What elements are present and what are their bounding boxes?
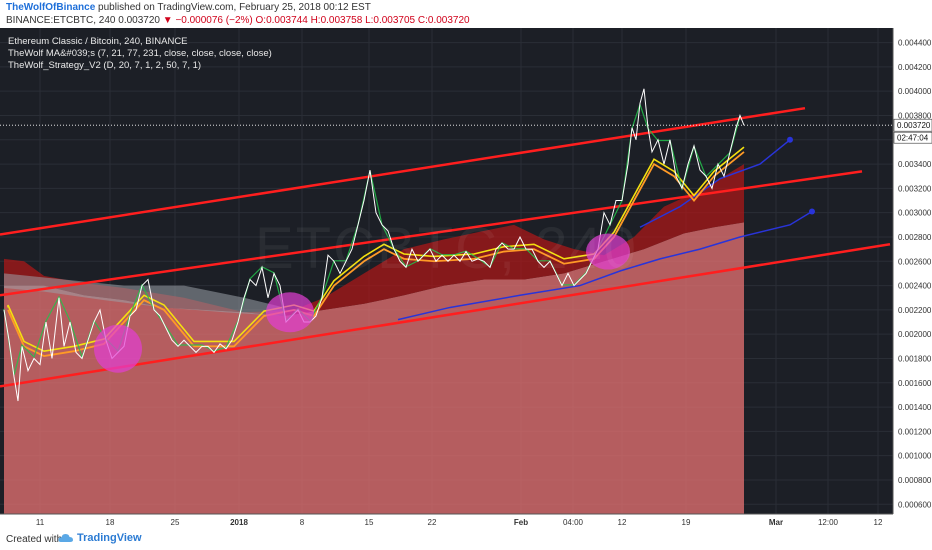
y-tick-label: 0.002000 <box>898 330 932 339</box>
x-tick-label: Mar <box>769 518 783 527</box>
countdown-tag <box>893 131 932 144</box>
price-chart[interactable]: 0.0044000.0042000.0040000.0038000.003600… <box>0 28 932 530</box>
y-tick-label: 0.003400 <box>898 160 932 169</box>
high-value: H:0.003758 <box>310 15 363 26</box>
y-tick-label: 0.000800 <box>898 476 932 485</box>
y-tick-label: 0.004200 <box>898 63 932 72</box>
y-tick-label: 0.001200 <box>898 427 932 436</box>
channel-line <box>0 106 806 236</box>
x-tick-label: 18 <box>106 518 115 527</box>
y-tick-label: 0.001800 <box>898 354 932 363</box>
published-text: published on TradingView.com, February 2… <box>98 2 371 13</box>
highlight-circle <box>266 292 314 333</box>
ma-blue-line <box>639 139 791 228</box>
x-tick-label: Feb <box>514 518 528 527</box>
open-value: O:0.003744 <box>255 15 308 26</box>
x-tick-label: 8 <box>300 518 305 527</box>
x-tick-label: 12 <box>874 518 883 527</box>
created-with-text: Created with <box>6 534 63 545</box>
y-tick-label: 0.002400 <box>898 282 932 291</box>
x-tick-label: 2018 <box>230 518 248 527</box>
ma-blue-line <box>397 210 813 321</box>
legend-symbol: Ethereum Classic / Bitcoin, 240, BINANCE <box>8 36 188 47</box>
y-tick-label: 0.003800 <box>898 111 932 120</box>
x-tick-label: 25 <box>171 518 180 527</box>
price-axis-background <box>893 28 932 530</box>
author-link[interactable]: TheWolfOfBinance <box>6 2 96 13</box>
x-tick-label: 11 <box>36 518 45 527</box>
tradingview-brand: TradingView <box>77 532 142 544</box>
legend-ma-indicator[interactable]: TheWolf MA&#039;s (7, 21, 77, 231, close… <box>8 48 272 59</box>
change-value: ▼ −0.000076 (−2%) <box>162 15 253 26</box>
highlight-circle <box>586 233 630 270</box>
channel-line <box>0 170 863 297</box>
x-tick-label: 22 <box>428 518 437 527</box>
y-tick-label: 0.001000 <box>898 452 932 461</box>
strategy-band <box>4 164 744 316</box>
y-tick-label: 0.004000 <box>898 87 932 96</box>
y-tick-label: 0.001600 <box>898 379 932 388</box>
strategy-area <box>4 222 744 514</box>
last-price-label: 0.003720 <box>897 121 931 130</box>
tradingview-logo[interactable]: TradingView <box>58 532 142 544</box>
ma-blue-end <box>809 208 815 215</box>
channel-line <box>0 243 891 388</box>
symbol-watermark: ETCBTC, 240 <box>255 216 638 281</box>
y-tick-label: 0.002200 <box>898 306 932 315</box>
x-tick-label: 15 <box>365 518 374 527</box>
y-tick-label: 0.002600 <box>898 257 932 266</box>
symbol-line: BINANCE:ETCBTC, 240 0.003720 ▼ −0.000076… <box>6 15 470 26</box>
y-tick-label: 0.003200 <box>898 184 932 193</box>
y-tick-label: 0.001400 <box>898 403 932 412</box>
x-tick-label: 12 <box>618 518 627 527</box>
legend-strategy-indicator[interactable]: TheWolf_Strategy_V2 (D, 20, 7, 1, 2, 50,… <box>8 60 202 71</box>
time-axis-background <box>0 514 932 530</box>
countdown-label: 02:47:04 <box>897 134 929 143</box>
y-tick-label: 0.003000 <box>898 209 932 218</box>
publish-line: TheWolfOfBinance published on TradingVie… <box>6 2 371 13</box>
x-tick-label: 04:00 <box>563 518 584 527</box>
last-price: 0.003720 <box>118 15 160 26</box>
ma-blue-end <box>787 136 793 143</box>
highlight-circle <box>94 324 142 373</box>
y-tick-label: 0.004400 <box>898 39 932 48</box>
symbol-text: BINANCE:ETCBTC, 240 <box>6 15 116 26</box>
y-tick-label: 0.000600 <box>898 500 932 509</box>
close-value: C:0.003720 <box>417 15 470 26</box>
x-tick-label: 19 <box>682 518 691 527</box>
low-value: L:0.003705 <box>365 15 416 26</box>
last-price-tag <box>893 118 932 132</box>
footer: Created with TradingView <box>0 530 932 550</box>
chart-legend: Ethereum Classic / Bitcoin, 240, BINANCE… <box>8 36 272 72</box>
publish-header: TheWolfOfBinance published on TradingVie… <box>0 0 932 28</box>
y-tick-label: 0.002800 <box>898 233 932 242</box>
x-tick-label: 12:00 <box>818 518 839 527</box>
tradingview-cloud-icon <box>58 534 73 542</box>
